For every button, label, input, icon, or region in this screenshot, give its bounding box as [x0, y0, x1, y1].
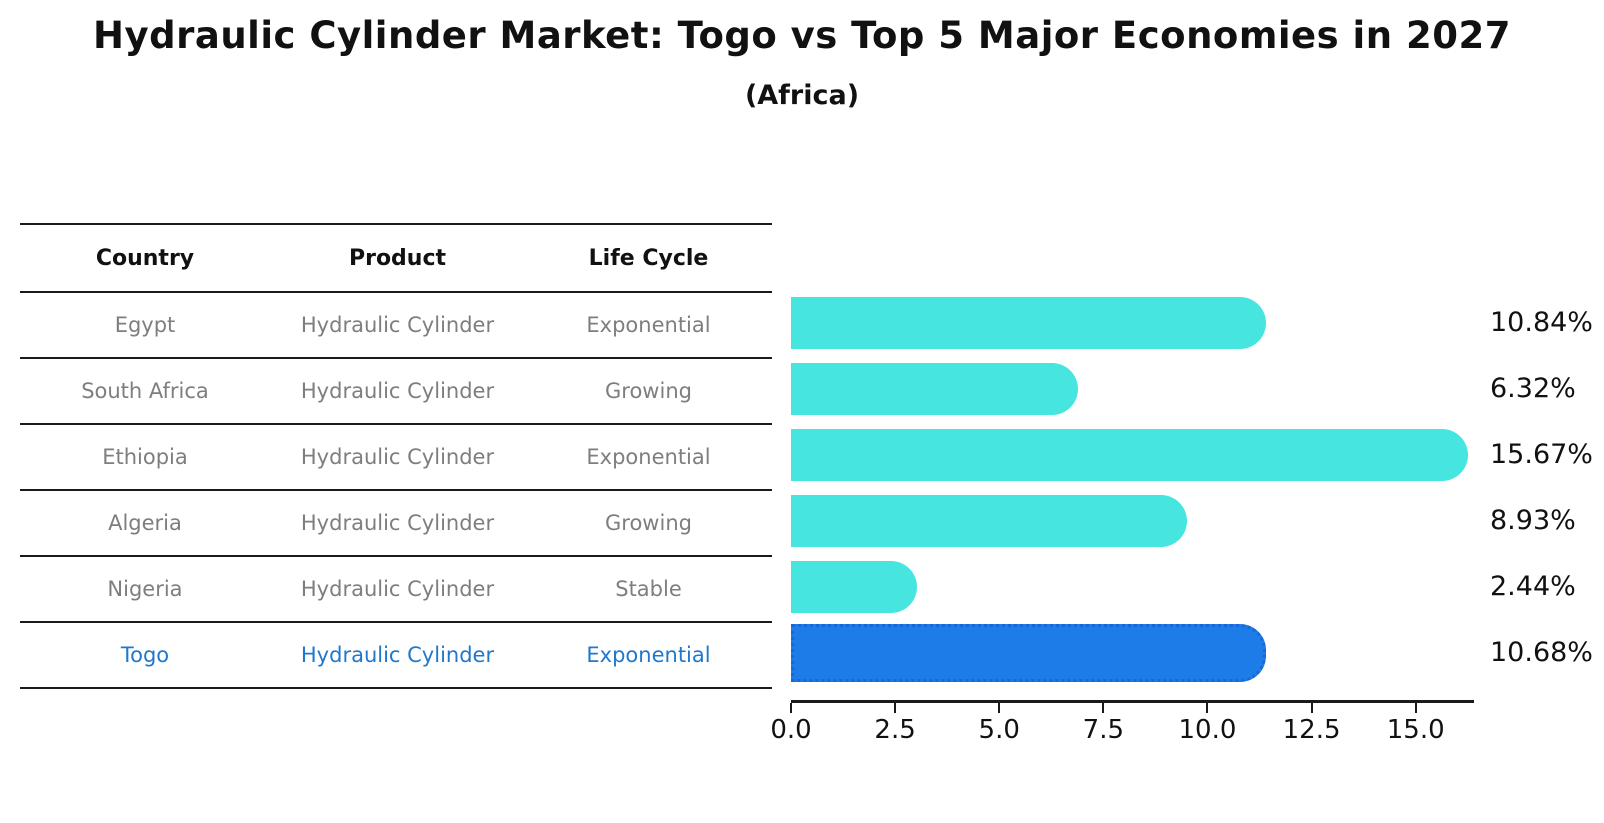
life-cycle-cell: Exponential — [586, 445, 711, 469]
x-axis-tick-label: 5.0 — [978, 715, 1020, 745]
chart-title: Hydraulic Cylinder Market: Togo vs Top 5… — [93, 14, 1511, 57]
table-row: Nigeria Hydraulic Cylinder Stable — [20, 557, 772, 623]
x-axis-tick-label: 7.5 — [1082, 715, 1125, 745]
product-cell: Hydraulic Cylinder — [300, 445, 495, 469]
x-axis-tick-mark — [1310, 703, 1313, 713]
x-axis-tick-mark — [1206, 703, 1209, 713]
bar-ethiopia — [791, 429, 1468, 481]
table-row: South Africa Hydraulic Cylinder Growing — [20, 359, 772, 425]
life-cycle-cell: Growing — [605, 511, 692, 535]
column-header-product: Product — [348, 245, 447, 271]
product-cell: Hydraulic Cylinder — [300, 643, 495, 667]
value-label-algeria: 8.93% — [1490, 505, 1576, 536]
bar-row — [791, 554, 1474, 620]
product-cell: Hydraulic Cylinder — [300, 511, 495, 535]
value-label-ethiopia: 15.67% — [1490, 439, 1593, 470]
x-axis-tick-mark — [1102, 703, 1105, 713]
table-header-row: Country Product Life Cycle — [20, 225, 772, 293]
column-header-country: Country — [95, 245, 195, 271]
x-axis-tick-label: 15.0 — [1386, 715, 1445, 745]
x-axis-tick-mark — [1414, 703, 1417, 713]
value-label-egypt: 10.84% — [1490, 307, 1593, 338]
value-labels: 10.84% 6.32% 15.67% 8.93% 2.44% 10.68% — [1490, 290, 1604, 686]
value-label-south-africa: 6.32% — [1490, 373, 1576, 404]
product-cell: Hydraulic Cylinder — [300, 379, 495, 403]
x-axis-tick-mark — [894, 703, 897, 713]
column-header-life-cycle: Life Cycle — [588, 245, 709, 271]
table-row: Ethiopia Hydraulic Cylinder Exponential — [20, 425, 772, 491]
bar-togo-highlighted — [791, 624, 1266, 682]
country-cell: South Africa — [81, 379, 209, 403]
life-cycle-cell: Exponential — [586, 643, 711, 667]
x-axis-tick-mark — [998, 703, 1001, 713]
life-cycle-cell: Stable — [615, 577, 682, 601]
bar-nigeria — [791, 561, 917, 613]
bar-south-africa — [791, 363, 1079, 415]
product-cell: Hydraulic Cylinder — [300, 577, 495, 601]
value-label-nigeria: 2.44% — [1490, 571, 1576, 602]
bar-egypt — [791, 297, 1267, 349]
x-axis-tick-label: 10.0 — [1178, 715, 1237, 745]
table-row-togo-highlighted: Togo Hydraulic Cylinder Exponential — [20, 623, 772, 689]
country-table: Country Product Life Cycle Egypt Hydraul… — [20, 223, 772, 689]
x-axis: 0.0 2.5 5.0 7.5 10.0 12.5 15.0 — [770, 703, 1474, 748]
table-row: Egypt Hydraulic Cylinder Exponential — [20, 293, 772, 359]
bar-row — [791, 290, 1474, 356]
value-label-togo: 10.68% — [1490, 637, 1593, 668]
country-cell: Egypt — [114, 313, 176, 337]
bar-row — [791, 356, 1474, 422]
country-cell: Ethiopia — [102, 445, 188, 469]
chart-subtitle: (Africa) — [744, 80, 860, 111]
bar-algeria — [791, 495, 1187, 547]
x-axis-tick-label: 2.5 — [874, 715, 916, 745]
life-cycle-cell: Exponential — [586, 313, 711, 337]
product-cell: Hydraulic Cylinder — [300, 313, 495, 337]
x-axis-tick-label: 12.5 — [1282, 715, 1341, 745]
bar-plot-area — [791, 290, 1474, 703]
bar-row — [791, 422, 1474, 488]
country-cell: Nigeria — [107, 577, 183, 601]
bar-row — [791, 488, 1474, 554]
x-axis-tick-label: 0.0 — [770, 715, 812, 745]
bar-row — [791, 620, 1474, 686]
country-cell: Togo — [120, 643, 170, 667]
table-row: Algeria Hydraulic Cylinder Growing — [20, 491, 772, 557]
country-cell: Algeria — [108, 511, 182, 535]
life-cycle-cell: Growing — [605, 379, 692, 403]
x-axis-tick-mark — [790, 703, 792, 713]
